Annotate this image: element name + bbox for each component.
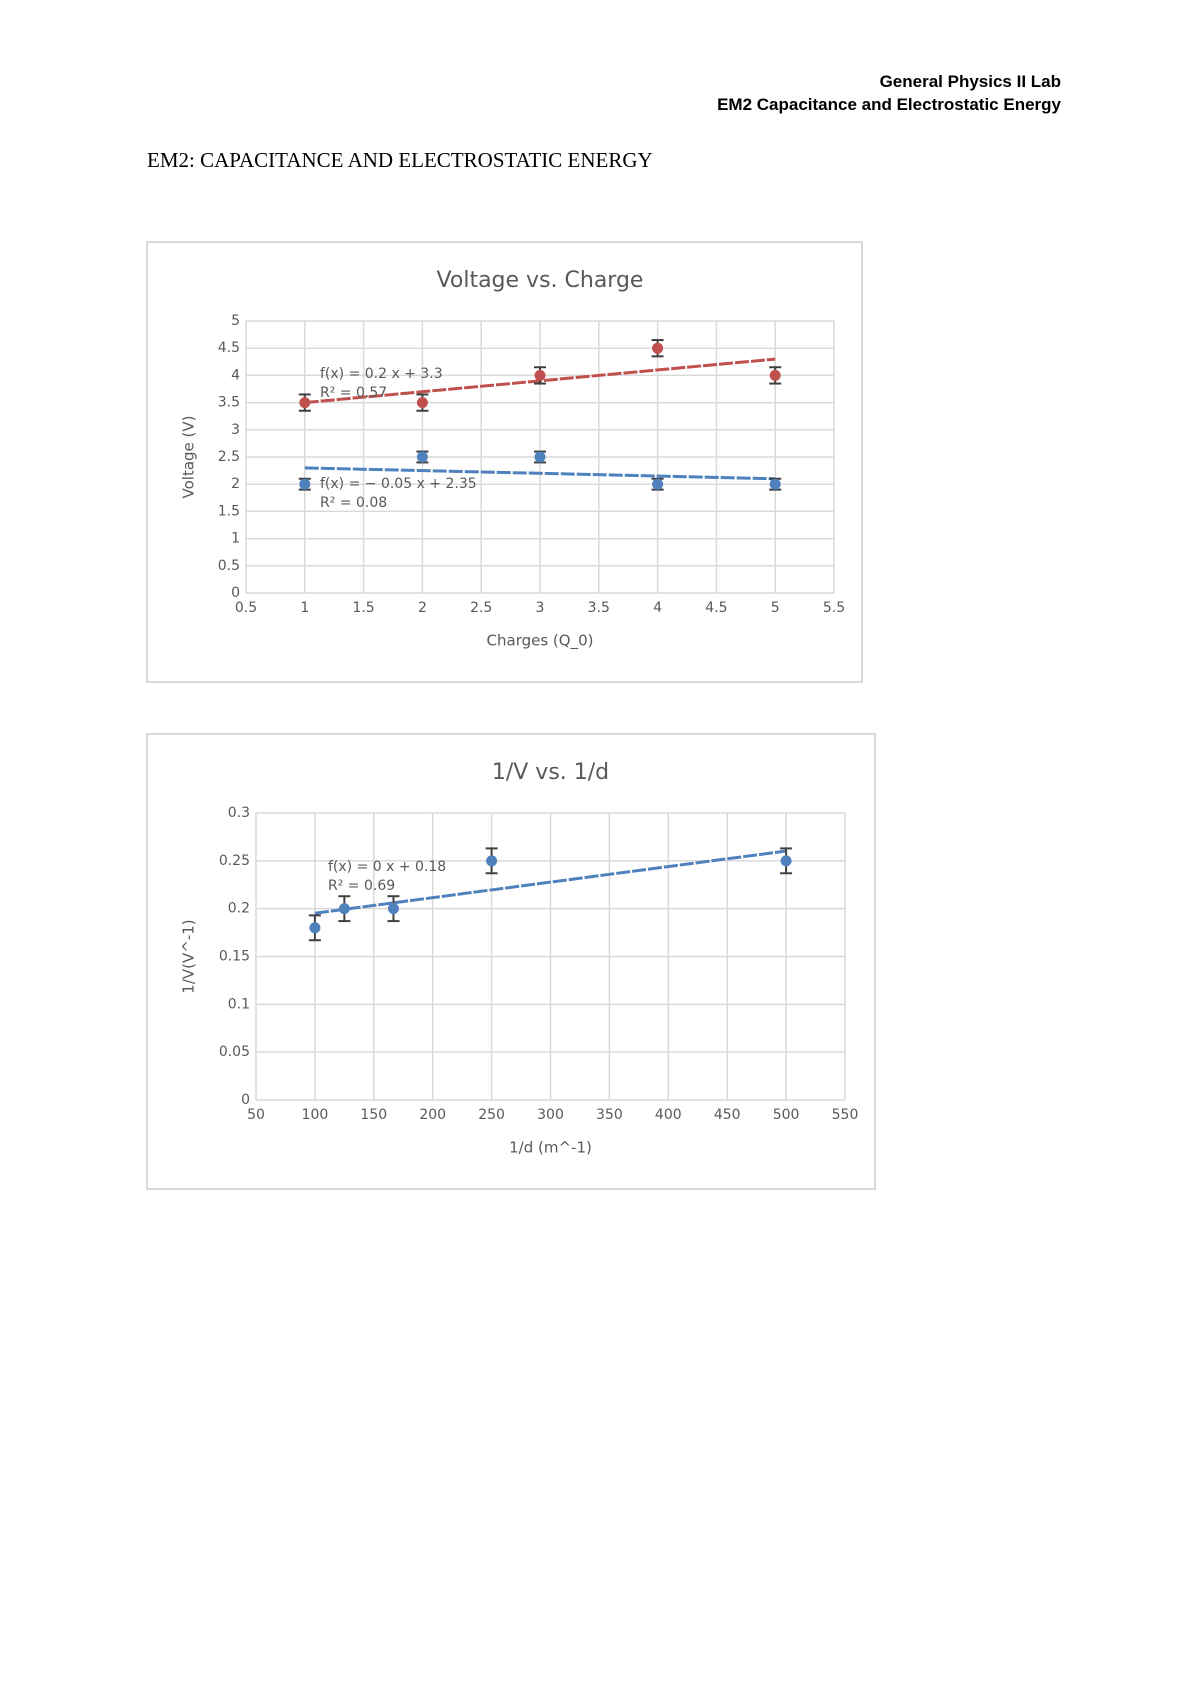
chart-frame <box>146 733 876 1190</box>
x-tick-label: 400 <box>655 1107 682 1123</box>
y-tick-label: 4.5 <box>218 340 240 356</box>
trendline-equation: f(x) = 0.2 x + 3.3 <box>320 366 443 382</box>
y-axis-title: Voltage (V) <box>180 416 198 499</box>
y-tick-label: 3.5 <box>218 395 240 411</box>
x-tick-label: 2 <box>418 600 427 616</box>
x-tick-label: 2.5 <box>470 600 492 616</box>
data-point <box>387 903 399 915</box>
y-tick-label: 0.3 <box>228 805 250 821</box>
y-tick-label: 0 <box>231 585 240 601</box>
data-point <box>486 855 498 867</box>
y-tick-label: 0.15 <box>219 949 250 965</box>
x-tick-label: 150 <box>360 1107 387 1123</box>
y-axis-title: 1/V(V^-1) <box>180 919 198 993</box>
data-point <box>780 855 792 867</box>
trendline-r2: R² = 0.08 <box>320 495 387 511</box>
x-tick-label: 550 <box>832 1107 859 1123</box>
trendline-r2: R² = 0.57 <box>320 385 387 401</box>
data-point <box>309 922 321 934</box>
x-tick-label: 500 <box>773 1107 800 1123</box>
trendline-r2: R² = 0.69 <box>328 878 395 894</box>
x-tick-label: 3 <box>536 600 545 616</box>
chart-frame <box>146 241 863 683</box>
y-tick-label: 0.5 <box>218 558 240 574</box>
trendline <box>314 849 787 915</box>
data-point <box>534 451 546 463</box>
data-point <box>652 342 664 354</box>
y-tick-label: 0 <box>241 1092 250 1108</box>
x-axis-title: Charges (Q_0) <box>487 632 594 651</box>
data-point <box>299 397 311 409</box>
data-point <box>534 369 546 381</box>
data-point <box>769 478 781 490</box>
x-tick-label: 1.5 <box>352 600 374 616</box>
y-tick-label: 0.2 <box>228 901 250 917</box>
x-tick-label: 5.5 <box>823 600 845 616</box>
y-tick-label: 2.5 <box>218 449 240 465</box>
header-course: General Physics II Lab <box>879 72 1061 91</box>
data-point <box>299 478 311 490</box>
trendline-equation: f(x) = 0 x + 0.18 <box>328 859 446 875</box>
data-point <box>769 369 781 381</box>
x-tick-label: 50 <box>247 1107 265 1123</box>
x-tick-label: 1 <box>300 600 309 616</box>
y-tick-label: 0.1 <box>228 996 250 1012</box>
y-tick-label: 4 <box>231 367 240 383</box>
x-tick-label: 4.5 <box>705 600 727 616</box>
x-tick-label: 5 <box>771 600 780 616</box>
y-tick-label: 2 <box>231 476 240 492</box>
y-tick-label: 3 <box>231 422 240 438</box>
x-tick-label: 200 <box>419 1107 446 1123</box>
x-tick-label: 450 <box>714 1107 741 1123</box>
trendline <box>304 466 776 481</box>
trendline-equation: f(x) = − 0.05 x + 2.35 <box>320 476 477 492</box>
x-tick-label: 350 <box>596 1107 623 1123</box>
x-tick-label: 250 <box>478 1107 505 1123</box>
y-tick-label: 5 <box>231 313 240 329</box>
y-tick-label: 1 <box>231 531 240 547</box>
document-title: EM2: CAPACITANCE AND ELECTROSTATIC ENERG… <box>147 148 653 172</box>
y-tick-label: 0.25 <box>219 853 250 869</box>
data-point <box>416 397 428 409</box>
chart-title: Voltage vs. Charge <box>437 268 644 293</box>
x-tick-label: 100 <box>302 1107 329 1123</box>
y-tick-label: 0.05 <box>219 1044 250 1060</box>
chart-title: 1/V vs. 1/d <box>492 760 609 785</box>
data-point <box>416 451 428 463</box>
data-point <box>652 478 664 490</box>
x-axis-title: 1/d (m^-1) <box>509 1139 592 1157</box>
data-point <box>338 903 350 915</box>
x-tick-label: 300 <box>537 1107 564 1123</box>
header-experiment: EM2 Capacitance and Electrostatic Energy <box>717 95 1061 114</box>
x-tick-label: 3.5 <box>588 600 610 616</box>
y-tick-label: 1.5 <box>218 503 240 519</box>
x-tick-label: 4 <box>653 600 662 616</box>
x-tick-label: 0.5 <box>235 600 257 616</box>
